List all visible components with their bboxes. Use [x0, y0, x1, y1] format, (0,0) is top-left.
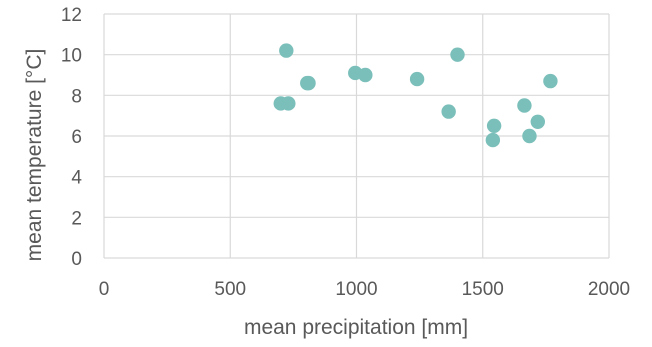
- y-tick-label: 10: [61, 46, 82, 67]
- grid-lines: [103, 13, 610, 259]
- y-tick-label: 0: [71, 249, 82, 270]
- y-tick-label: 2: [71, 208, 82, 229]
- data-points: [273, 43, 558, 148]
- data-point: [543, 73, 558, 89]
- data-point: [279, 43, 294, 58]
- data-point: [517, 98, 532, 113]
- x-tick-label: 500: [214, 279, 246, 300]
- y-tick-label: 8: [71, 86, 82, 107]
- x-tick-label: 0: [99, 279, 110, 300]
- y-tick-label: 12: [61, 5, 82, 26]
- data-point: [486, 118, 502, 134]
- x-tick-label: 1000: [335, 279, 377, 300]
- y-tick-label: 4: [71, 168, 82, 189]
- data-point: [358, 67, 373, 83]
- data-point: [301, 75, 316, 91]
- data-point: [485, 132, 501, 148]
- data-point: [530, 114, 545, 129]
- data-point: [441, 104, 456, 119]
- data-point: [450, 47, 465, 62]
- y-tick-label: 6: [71, 127, 82, 148]
- x-tick-label: 2000: [588, 279, 630, 300]
- data-point: [522, 128, 537, 144]
- x-tick-label: 1500: [462, 279, 504, 300]
- tick-labels: 0 2 4 6 8 10 12 0 500 1000 1500 2000: [61, 5, 630, 300]
- x-axis-title: mean precipitation [mm]: [244, 316, 468, 339]
- data-point: [281, 96, 296, 111]
- data-point: [409, 71, 425, 87]
- y-axis-title: mean temperature [°C]: [23, 49, 46, 262]
